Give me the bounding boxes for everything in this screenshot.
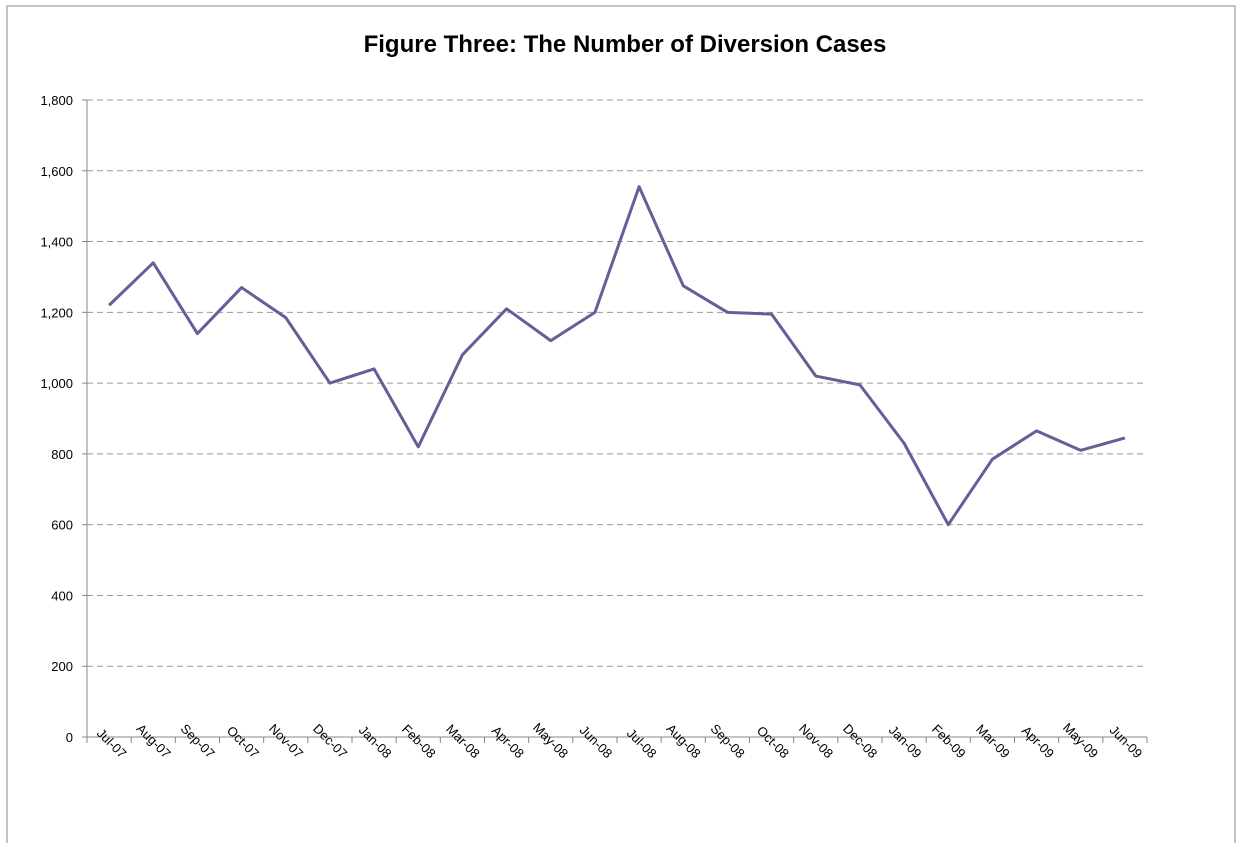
- chart-frame: [6, 5, 1236, 847]
- y-tick-label: 1,800: [40, 93, 73, 108]
- y-tick-label: 200: [51, 659, 73, 674]
- y-tick-label: 1,600: [40, 164, 73, 179]
- y-tick-label: 0: [66, 730, 73, 745]
- y-tick-label: 400: [51, 588, 73, 603]
- y-tick-label: 800: [51, 447, 73, 462]
- data-line: [108, 185, 1126, 527]
- y-tick-label: 1,200: [40, 305, 73, 320]
- y-tick-label: 600: [51, 518, 73, 533]
- y-tick-label: 1,400: [40, 235, 73, 250]
- y-tick-label: 1,000: [40, 376, 73, 391]
- chart-title: Figure Three: The Number of Diversion Ca…: [364, 31, 887, 58]
